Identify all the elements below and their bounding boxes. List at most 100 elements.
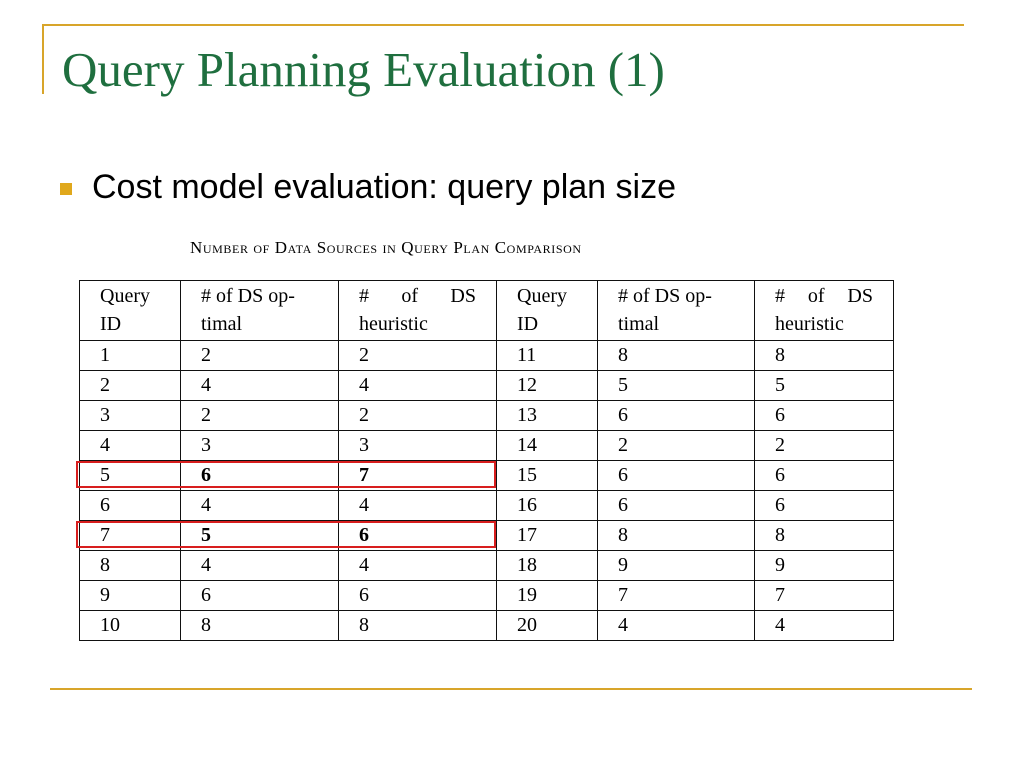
cell-ds-heuristic: 6 — [754, 400, 894, 431]
cell-ds-heuristic: 6 — [754, 490, 894, 521]
header-ds-heuristic: # of DS heuristic — [338, 280, 497, 341]
table-row: 9 6 6 19 7 7 — [79, 580, 894, 611]
cell-ds-optimal: 4 — [180, 490, 339, 521]
cell-ds-optimal: 3 — [180, 430, 339, 461]
cell-ds-heuristic: 5 — [754, 370, 894, 401]
header-word: of — [401, 285, 419, 307]
cell-ds-optimal: 6 — [597, 490, 755, 521]
data-sources-table: Query ID # of DS op- timal # of DS heuri… — [79, 280, 894, 641]
cell-query-id: 4 — [79, 430, 181, 461]
cell-query-id: 17 — [496, 520, 598, 551]
table-row: 10 8 8 20 4 4 — [79, 610, 894, 641]
cell-ds-optimal: 8 — [597, 520, 755, 551]
bullet-square-icon — [60, 183, 72, 195]
cell-ds-heuristic: 3 — [338, 430, 497, 461]
cell-ds-heuristic: 4 — [338, 550, 497, 581]
cell-ds-optimal: 2 — [597, 430, 755, 461]
header-ds-optimal: # of DS op- timal — [597, 280, 755, 341]
cell-query-id: 8 — [79, 550, 181, 581]
cell-ds-heuristic: 4 — [754, 610, 894, 641]
frame-bottom-line — [50, 688, 972, 690]
cell-query-id: 10 — [79, 610, 181, 641]
table-row: 2 4 4 12 5 5 — [79, 370, 894, 401]
header-line: heuristic — [359, 313, 428, 335]
header-word: # — [775, 285, 785, 307]
cell-ds-optimal: 6 — [180, 580, 339, 611]
table-header-row: Query ID # of DS op- timal # of DS heuri… — [79, 280, 894, 341]
bullet-text: Cost model evaluation: query plan size — [92, 168, 676, 206]
cell-ds-heuristic: 2 — [754, 430, 894, 461]
cell-ds-heuristic: 8 — [338, 610, 497, 641]
cell-query-id: 2 — [79, 370, 181, 401]
frame-left-line — [42, 24, 44, 94]
header-line: ID — [517, 313, 539, 335]
cell-query-id: 3 — [79, 400, 181, 431]
header-word: DS — [847, 285, 873, 307]
highlight-box-query-7 — [76, 521, 496, 548]
highlight-box-query-5 — [76, 461, 496, 488]
header-line: timal — [201, 313, 243, 335]
table-row: 4 3 3 14 2 2 — [79, 430, 894, 461]
table-caption: Number of Data Sources in Query Plan Com… — [190, 238, 582, 257]
header-word: of — [807, 285, 825, 307]
cell-ds-optimal: 4 — [597, 610, 755, 641]
cell-ds-heuristic: 2 — [338, 400, 497, 431]
table-row: 3 2 2 13 6 6 — [79, 400, 894, 431]
slide-title: Query Planning Evaluation (1) — [62, 42, 665, 97]
header-word: # — [359, 285, 369, 307]
cell-ds-heuristic: 8 — [754, 340, 894, 371]
cell-query-id: 16 — [496, 490, 598, 521]
header-query-id: Query ID — [496, 280, 598, 341]
cell-ds-optimal: 6 — [597, 460, 755, 491]
cell-query-id: 13 — [496, 400, 598, 431]
cell-ds-optimal: 4 — [180, 550, 339, 581]
cell-ds-heuristic: 7 — [754, 580, 894, 611]
table-row: 8 4 4 18 9 9 — [79, 550, 894, 581]
frame-top-line — [42, 24, 964, 26]
cell-query-id: 1 — [79, 340, 181, 371]
header-ds-optimal: # of DS op- timal — [180, 280, 339, 341]
table-row: 6 4 4 16 6 6 — [79, 490, 894, 521]
header-line: heuristic — [775, 313, 844, 335]
cell-ds-heuristic: 4 — [338, 370, 497, 401]
header-line: Query — [100, 285, 150, 307]
cell-ds-heuristic: 8 — [754, 520, 894, 551]
cell-ds-optimal: 6 — [597, 400, 755, 431]
header-line: # of DS op- — [618, 285, 712, 307]
cell-query-id: 18 — [496, 550, 598, 581]
cell-query-id: 19 — [496, 580, 598, 611]
cell-ds-optimal: 4 — [180, 370, 339, 401]
header-line: ID — [100, 313, 122, 335]
cell-ds-heuristic: 6 — [754, 460, 894, 491]
table-row: 1 2 2 11 8 8 — [79, 340, 894, 371]
cell-ds-heuristic: 4 — [338, 490, 497, 521]
header-ds-heuristic: # of DS heuristic — [754, 280, 894, 341]
cell-query-id: 14 — [496, 430, 598, 461]
cell-ds-heuristic: 6 — [338, 580, 497, 611]
header-line: # of DS op- — [201, 285, 295, 307]
cell-ds-optimal: 2 — [180, 400, 339, 431]
cell-query-id: 11 — [496, 340, 598, 371]
header-query-id: Query ID — [79, 280, 181, 341]
cell-query-id: 7 — [79, 520, 181, 551]
cell-ds-optimal: 5 — [180, 520, 339, 551]
cell-ds-optimal: 8 — [597, 340, 755, 371]
header-line: # of DS — [775, 282, 893, 310]
cell-query-id: 6 — [79, 490, 181, 521]
header-line: Query — [517, 285, 567, 307]
cell-ds-optimal: 7 — [597, 580, 755, 611]
cell-ds-heuristic: 9 — [754, 550, 894, 581]
cell-query-id: 9 — [79, 580, 181, 611]
cell-query-id: 15 — [496, 460, 598, 491]
cell-ds-optimal: 2 — [180, 340, 339, 371]
cell-ds-heuristic: 6 — [338, 520, 497, 551]
header-line: timal — [618, 313, 660, 335]
cell-query-id: 20 — [496, 610, 598, 641]
cell-ds-optimal: 5 — [597, 370, 755, 401]
cell-ds-optimal: 8 — [180, 610, 339, 641]
cell-query-id: 12 — [496, 370, 598, 401]
header-word: DS — [450, 285, 476, 307]
header-line: # of DS — [359, 282, 496, 310]
cell-ds-heuristic: 2 — [338, 340, 497, 371]
cell-ds-optimal: 9 — [597, 550, 755, 581]
